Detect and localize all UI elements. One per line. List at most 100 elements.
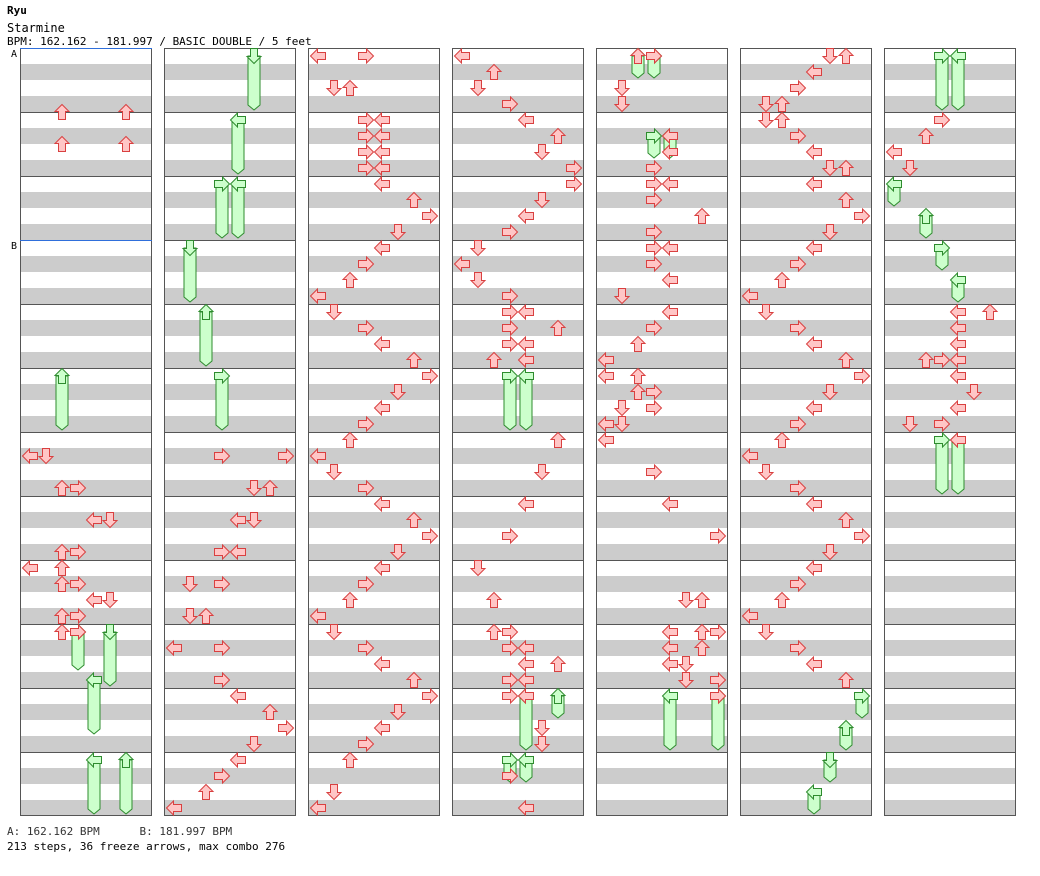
freeze-head-arrow xyxy=(181,240,199,257)
step-arrow xyxy=(358,159,375,177)
stripe-row xyxy=(20,448,152,464)
stripe-row xyxy=(164,608,296,624)
stripe-row xyxy=(308,608,440,624)
step-arrow xyxy=(837,671,855,688)
step-arrow xyxy=(741,447,758,465)
stripe-row xyxy=(740,512,872,528)
step-arrow xyxy=(757,624,775,641)
step-arrow xyxy=(773,591,791,608)
stripe-row xyxy=(164,800,296,816)
stripe-row xyxy=(596,704,728,720)
stripe-row xyxy=(308,352,440,368)
step-arrow xyxy=(229,511,246,529)
stripe-row xyxy=(884,192,1016,208)
stripe-row xyxy=(164,288,296,304)
stripe-row xyxy=(20,736,152,752)
step-arrow xyxy=(629,367,647,384)
step-arrow xyxy=(790,319,807,337)
step-arrow xyxy=(773,271,791,288)
step-arrow xyxy=(646,255,663,273)
freeze-head-arrow xyxy=(934,47,951,65)
step-arrow xyxy=(358,319,375,337)
step-arrow xyxy=(821,384,839,401)
bpm-change-label: A xyxy=(11,49,17,60)
step-chart: AB xyxy=(11,47,1016,817)
step-arrow xyxy=(165,639,182,657)
step-arrow xyxy=(661,655,678,673)
stripe-row xyxy=(740,288,872,304)
step-arrow xyxy=(502,687,519,705)
stripe-row xyxy=(884,480,1016,496)
step-arrow xyxy=(757,112,775,129)
chart-column xyxy=(884,48,1016,816)
step-arrow xyxy=(629,383,647,400)
chart-column xyxy=(452,48,584,816)
stripe-row xyxy=(596,96,728,112)
stripe-row xyxy=(596,448,728,464)
stripe-row xyxy=(452,384,584,400)
step-arrow xyxy=(917,351,935,368)
step-arrow xyxy=(469,272,487,289)
stripe-row xyxy=(740,608,872,624)
stripe-row xyxy=(884,608,1016,624)
stripe-row xyxy=(596,576,728,592)
stripe-row xyxy=(452,512,584,528)
step-arrow xyxy=(309,607,326,625)
step-arrow xyxy=(917,127,935,144)
stripe-row xyxy=(740,224,872,240)
stripe-row xyxy=(740,768,872,784)
freeze-head-arrow xyxy=(214,175,231,193)
step-arrow xyxy=(661,175,678,193)
bpm-b-label: B: 181.997 BPM xyxy=(139,825,233,838)
chart-column xyxy=(308,48,440,816)
step-arrow xyxy=(837,351,855,368)
freeze-head-arrow xyxy=(229,175,246,193)
step-arrow xyxy=(341,431,359,448)
stripe-row xyxy=(20,160,152,176)
step-arrow xyxy=(773,111,791,128)
step-arrow xyxy=(389,544,407,561)
stripe-row xyxy=(596,672,728,688)
song-title: Starmine xyxy=(7,21,65,35)
stripe-row xyxy=(452,160,584,176)
step-arrow xyxy=(70,479,87,497)
freeze-head-arrow xyxy=(934,239,951,257)
stripe-row xyxy=(740,96,872,112)
step-arrow xyxy=(469,560,487,577)
step-arrow xyxy=(613,80,631,97)
step-arrow xyxy=(422,207,439,225)
step-arrow xyxy=(197,607,215,624)
step-arrow xyxy=(197,783,215,800)
step-arrow xyxy=(373,111,390,129)
step-arrow xyxy=(53,103,71,120)
step-arrow xyxy=(85,511,102,529)
stripe-row xyxy=(596,416,728,432)
stripe-row xyxy=(884,384,1016,400)
stripe-row xyxy=(20,640,152,656)
stripe-row xyxy=(884,288,1016,304)
step-arrow xyxy=(821,544,839,561)
step-arrow xyxy=(646,239,663,257)
step-arrow xyxy=(646,223,663,241)
step-arrow xyxy=(661,127,678,145)
step-arrow xyxy=(710,623,727,641)
step-arrow xyxy=(373,655,390,673)
stripe-row xyxy=(452,416,584,432)
stripe-row xyxy=(740,736,872,752)
step-arrow xyxy=(245,512,263,529)
step-arrow xyxy=(805,63,822,81)
step-arrow xyxy=(790,639,807,657)
step-arrow xyxy=(661,303,678,321)
freeze-head-arrow xyxy=(502,367,519,385)
step-arrow xyxy=(854,207,871,225)
chart-column xyxy=(740,48,872,816)
freeze-head-arrow xyxy=(646,127,663,145)
stripe-row xyxy=(596,800,728,816)
step-arrow xyxy=(245,736,263,753)
freeze-head-arrow xyxy=(949,271,966,289)
freeze-head-arrow xyxy=(85,671,102,689)
step-arrow xyxy=(517,495,534,513)
stripe-row xyxy=(740,544,872,560)
step-arrow xyxy=(533,736,551,753)
step-arrow xyxy=(517,351,534,369)
